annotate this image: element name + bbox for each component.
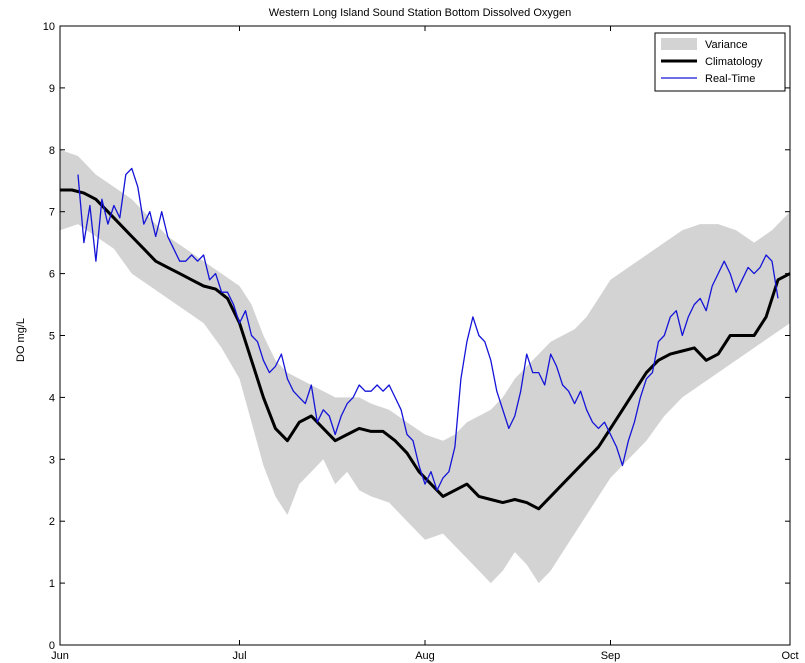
- y-tick-label: 5: [49, 331, 55, 343]
- y-tick-label: 2: [49, 516, 55, 528]
- y-tick-label: 8: [49, 145, 55, 157]
- y-tick-label: 6: [49, 269, 55, 281]
- y-tick-label: 10: [43, 21, 55, 33]
- y-tick-label: 0: [49, 640, 55, 652]
- x-tick-label: Oct: [781, 650, 798, 662]
- variance-band: [60, 149, 790, 584]
- y-axis-label: DO mg/L: [15, 318, 27, 362]
- climatology-line: [60, 188, 791, 511]
- x-tick-label: Jul: [232, 650, 246, 662]
- x-tick-label: Jun: [51, 650, 69, 662]
- legend: Variance Climatology Real-Time: [654, 32, 786, 92]
- legend-label-climatology: Climatology: [705, 56, 763, 68]
- y-tick-label: 4: [49, 392, 55, 404]
- y-tick-label: 9: [49, 83, 55, 95]
- y-tick-label: 1: [49, 578, 55, 590]
- legend-label-real-time: Real-Time: [705, 73, 755, 85]
- legend-label-variance: Variance: [705, 39, 748, 51]
- y-tick-label: 7: [49, 207, 55, 219]
- plot-area: 0 1 2 3 4 5 6 7 8 9 10 Jun Jul Aug Sep Oct: [43, 21, 799, 662]
- real-time-line: [77, 167, 779, 491]
- x-tick-label: Aug: [415, 650, 435, 662]
- x-tick-label: Sep: [601, 650, 621, 662]
- y-tick-label: 3: [49, 454, 55, 466]
- legend-swatch-variance: [661, 38, 697, 50]
- chart-title: Western Long Island Sound Station Bottom…: [269, 7, 571, 19]
